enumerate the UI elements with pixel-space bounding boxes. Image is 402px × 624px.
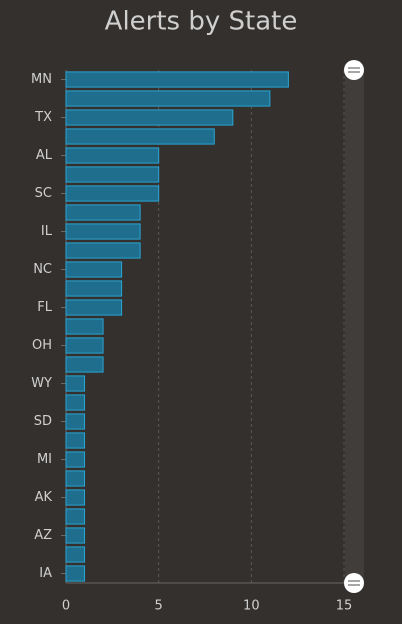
y-tick-label: AK xyxy=(35,490,53,505)
bar xyxy=(65,147,160,164)
scroll-handle-top[interactable] xyxy=(344,60,364,80)
y-tick-label: FL xyxy=(37,300,52,315)
y-tick-label: NC xyxy=(33,262,52,277)
bar xyxy=(65,489,86,506)
bar xyxy=(65,356,104,373)
x-tick-label: 10 xyxy=(243,599,260,614)
bar xyxy=(65,299,123,316)
bar xyxy=(65,337,104,354)
x-tick-label: 0 xyxy=(62,599,70,614)
bar xyxy=(65,128,215,145)
bar xyxy=(65,318,104,335)
bar xyxy=(65,565,86,582)
x-tick-label: 15 xyxy=(336,599,353,614)
scroll-handle-bottom[interactable] xyxy=(344,573,364,593)
chart-title: Alerts by State xyxy=(105,7,298,37)
bar xyxy=(65,185,160,202)
scrollbar-track[interactable] xyxy=(345,70,364,583)
bar xyxy=(65,432,86,449)
y-tick-label: MI xyxy=(37,452,52,467)
y-tick-label: OH xyxy=(32,338,52,353)
bar xyxy=(65,375,86,392)
bar xyxy=(65,242,141,259)
y-tick-label: SD xyxy=(34,414,52,429)
bar xyxy=(65,71,289,88)
y-tick-label: MN xyxy=(31,72,52,87)
bar xyxy=(65,204,141,221)
bar xyxy=(65,394,86,411)
bar xyxy=(65,508,86,525)
bar xyxy=(65,527,86,544)
bar xyxy=(65,261,123,278)
bar xyxy=(65,451,86,468)
y-tick-label: SC xyxy=(35,186,52,201)
y-tick-label: AL xyxy=(36,148,53,163)
bar xyxy=(65,90,271,107)
y-tick-label: AZ xyxy=(34,528,52,543)
bar xyxy=(65,109,234,126)
bar xyxy=(65,546,86,563)
x-tick-label: 5 xyxy=(155,599,163,614)
bar xyxy=(65,166,160,183)
y-tick-label: WY xyxy=(31,376,52,391)
bar xyxy=(65,413,86,430)
y-tick-label: IL xyxy=(41,224,53,239)
bar xyxy=(65,223,141,240)
y-tick-label: TX xyxy=(34,110,52,125)
bar xyxy=(65,280,123,297)
y-tick-label: IA xyxy=(39,566,52,581)
bar xyxy=(65,470,86,487)
